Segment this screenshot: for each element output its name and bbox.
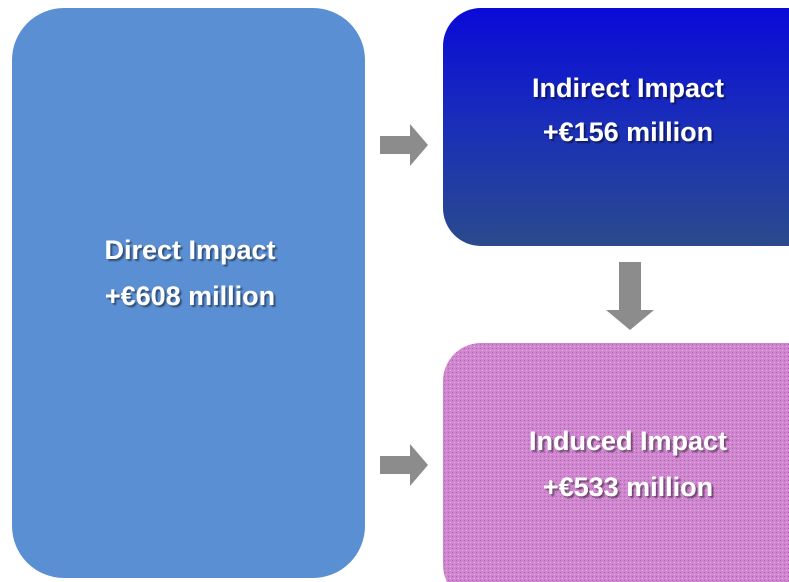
node-value: +€608 million	[105, 281, 275, 311]
node-title: Induced Impact	[529, 426, 727, 456]
arrow-right	[380, 124, 428, 166]
direct-box	[12, 8, 365, 578]
arrow-down	[606, 262, 654, 330]
arrow-right	[380, 444, 428, 486]
node-title: Direct Impact	[104, 235, 275, 265]
node-value: +€156 million	[543, 117, 713, 147]
node-title: Indirect Impact	[532, 73, 724, 103]
indirect-box	[443, 8, 789, 246]
induced-box	[443, 343, 789, 582]
node-value: +€533 million	[543, 472, 713, 502]
